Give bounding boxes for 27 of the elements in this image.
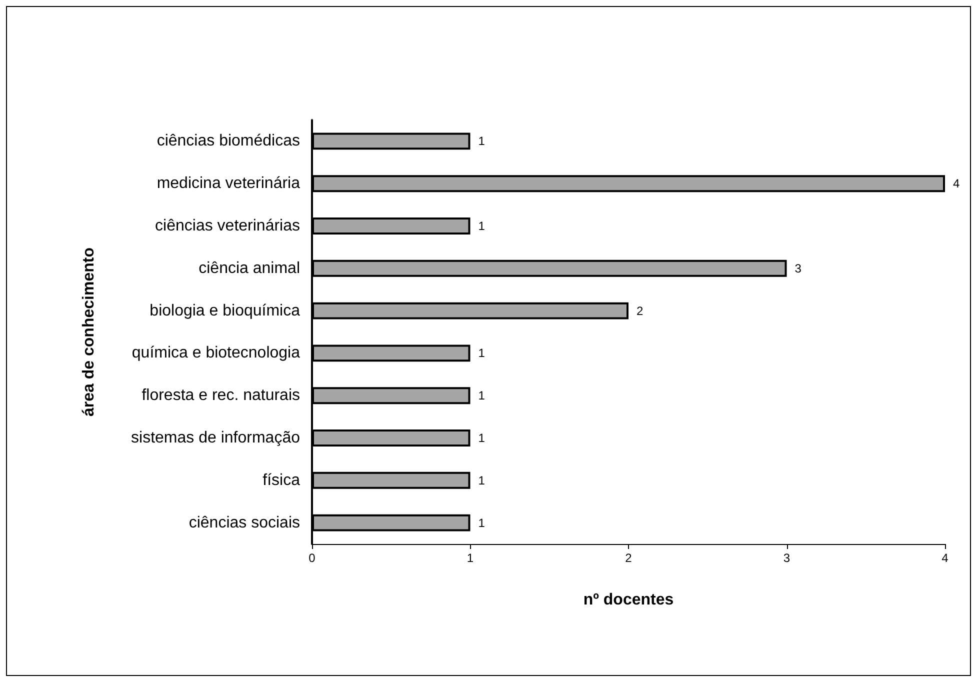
y-tick-label: ciência animal bbox=[198, 260, 300, 277]
data-label: 1 bbox=[478, 388, 486, 403]
x-tick-label: 1 bbox=[466, 551, 474, 565]
x-tick-label: 0 bbox=[308, 551, 316, 565]
data-label: 1 bbox=[478, 134, 486, 148]
data-label: 3 bbox=[794, 261, 802, 276]
data-label: 1 bbox=[478, 516, 486, 530]
x-tick-label: 3 bbox=[783, 551, 790, 565]
y-tick-label: sistemas de informação bbox=[131, 430, 300, 446]
data-label: 1 bbox=[478, 346, 486, 360]
x-tick-label: 2 bbox=[625, 551, 632, 565]
y-tick-label: floresta e rec. naturais bbox=[142, 387, 300, 404]
y-tick-label: ciências sociais bbox=[188, 514, 300, 532]
x-tick-label: 4 bbox=[942, 551, 949, 565]
y-tick-label: ciências veterinárias bbox=[155, 218, 300, 234]
x-axis-title: nº docentes bbox=[583, 592, 674, 608]
data-label: 1 bbox=[478, 473, 486, 488]
y-tick-label: ciências biomédicas bbox=[156, 132, 300, 150]
y-axis-title: área de conhecimento bbox=[80, 247, 98, 416]
data-label: 1 bbox=[478, 219, 486, 233]
data-label: 1 bbox=[478, 431, 486, 445]
data-label: 2 bbox=[636, 304, 644, 318]
y-tick-label: química e biotecnologia bbox=[132, 344, 300, 362]
y-tick-label: medicina veterinária bbox=[156, 175, 300, 192]
y-tick-label: física bbox=[262, 472, 300, 489]
data-label: 4 bbox=[953, 176, 960, 191]
y-tick-label: biologia e bioquímica bbox=[150, 302, 300, 320]
